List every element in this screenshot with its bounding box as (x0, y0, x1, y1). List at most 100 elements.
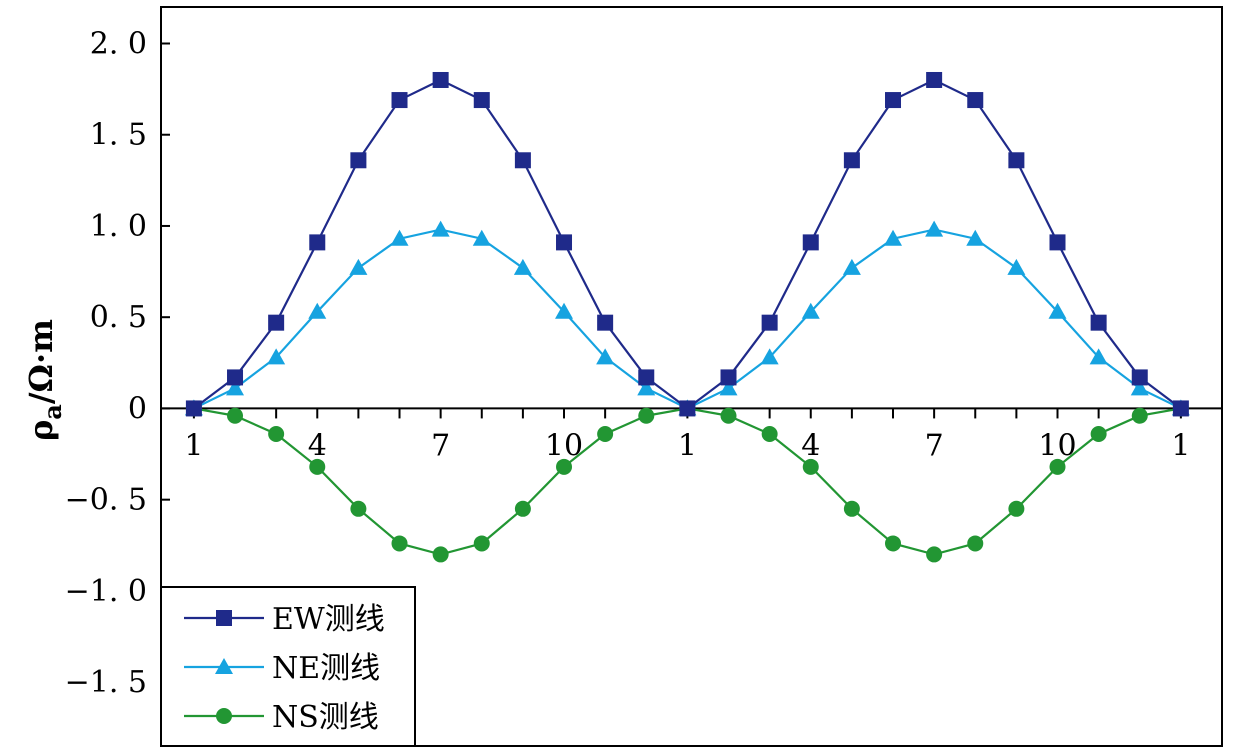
data-point-triangle (431, 220, 450, 237)
series-layer (184, 71, 1190, 563)
x-tick-label: 10 (1038, 428, 1076, 463)
data-point-triangle (349, 258, 368, 275)
x-tick-label: 1 (184, 428, 203, 463)
legend-label: NE测线 (272, 651, 380, 686)
data-point-triangle (760, 348, 779, 365)
data-point-triangle (1089, 348, 1108, 365)
data-point-triangle (390, 229, 409, 246)
data-point-square (885, 92, 902, 109)
data-point-triangle (925, 220, 944, 237)
data-point-triangle (555, 302, 574, 319)
data-point-circle (597, 425, 614, 442)
data-point-circle (638, 407, 655, 424)
data-point-circle (227, 407, 244, 424)
y-tick-label: −1. 5 (65, 665, 147, 700)
data-point-triangle (884, 229, 903, 246)
legend-marker (216, 708, 232, 724)
data-point-triangle (596, 348, 615, 365)
data-point-square (473, 92, 490, 109)
y-axis-label: ρa/Ω·m (22, 319, 67, 441)
data-point-circle (473, 535, 490, 552)
y-axis: −1. 5 −1. 0 −0. 5 0 0. 5 1. 0 1. 5 2. 0 (65, 26, 170, 700)
y-tick-label: −0. 5 (65, 483, 147, 518)
data-point-square (638, 369, 655, 386)
data-point-square (391, 92, 408, 109)
data-point-square (1131, 369, 1148, 386)
data-point-square (967, 92, 984, 109)
data-point-square (802, 234, 819, 251)
legend-item: NE测线 (184, 651, 380, 686)
x-tick-label: 7 (431, 428, 450, 463)
series-line-triangle (193, 228, 1182, 410)
data-point-triangle (966, 229, 985, 246)
data-point-circle (720, 407, 737, 424)
data-point-square (1008, 152, 1025, 169)
data-point-circle (967, 535, 984, 552)
legend: EW测线 NE测线 NS测线 (160, 586, 416, 747)
x-tick-label: 7 (925, 428, 944, 463)
data-point-triangle (801, 302, 820, 319)
data-point-triangle (308, 302, 327, 319)
data-point-triangle (226, 379, 245, 396)
legend-marker (216, 610, 232, 626)
x-tick-label: 10 (545, 428, 583, 463)
y-tick-label: −1. 0 (65, 574, 147, 609)
data-point-circle (309, 458, 326, 475)
data-point-triangle (1048, 302, 1067, 319)
data-point-triangle (842, 258, 861, 275)
series-triangle (184, 220, 1190, 416)
data-point-circle (1090, 425, 1107, 442)
y-tick-label: 1. 5 (90, 118, 147, 153)
y-tick-label: 1. 0 (90, 209, 147, 244)
data-point-square (1172, 400, 1189, 417)
data-point-square (227, 369, 244, 386)
data-point-square (720, 369, 737, 386)
plot-frame (160, 6, 1223, 747)
data-point-circle (350, 500, 367, 517)
legend-label: EW测线 (272, 602, 385, 637)
data-point-square (350, 152, 367, 169)
data-point-circle (268, 425, 285, 442)
data-point-square (185, 400, 202, 417)
series-circle (185, 400, 1189, 563)
data-point-triangle (1007, 258, 1026, 275)
y-tick-label: 0 (128, 391, 147, 426)
data-point-square (761, 314, 778, 331)
data-point-square (1049, 234, 1066, 251)
data-point-circle (432, 546, 449, 563)
x-tick-label: 4 (801, 428, 820, 463)
data-point-circle (885, 535, 902, 552)
data-point-square (1090, 314, 1107, 331)
data-point-circle (1008, 500, 1025, 517)
data-point-triangle (637, 379, 656, 396)
data-point-circle (843, 500, 860, 517)
data-point-triangle (1130, 379, 1149, 396)
y-tick-label: 0. 5 (90, 300, 147, 335)
data-point-triangle (719, 379, 738, 396)
y-tick-label: 2. 0 (90, 26, 147, 61)
data-point-square (679, 400, 696, 417)
data-point-triangle (513, 258, 532, 275)
data-point-circle (391, 535, 408, 552)
data-point-circle (1049, 458, 1066, 475)
series-square (185, 71, 1189, 417)
data-point-square (597, 314, 614, 331)
data-point-circle (514, 500, 531, 517)
data-point-circle (556, 458, 573, 475)
legend-label: NS测线 (272, 700, 379, 735)
data-point-square (268, 314, 285, 331)
data-point-square (843, 152, 860, 169)
x-axis: 1 4 7 10 1 4 7 10 1 (161, 407, 1222, 463)
data-point-triangle (267, 348, 286, 365)
legend-item: NS测线 (184, 700, 379, 735)
legend-item: EW测线 (184, 602, 385, 637)
x-tick-label: 4 (308, 428, 327, 463)
data-point-square (556, 234, 573, 251)
data-point-circle (761, 425, 778, 442)
data-point-circle (926, 546, 943, 563)
data-point-triangle (472, 229, 491, 246)
legend-marker (215, 658, 233, 674)
data-point-square (514, 152, 531, 169)
data-point-square (926, 71, 943, 88)
